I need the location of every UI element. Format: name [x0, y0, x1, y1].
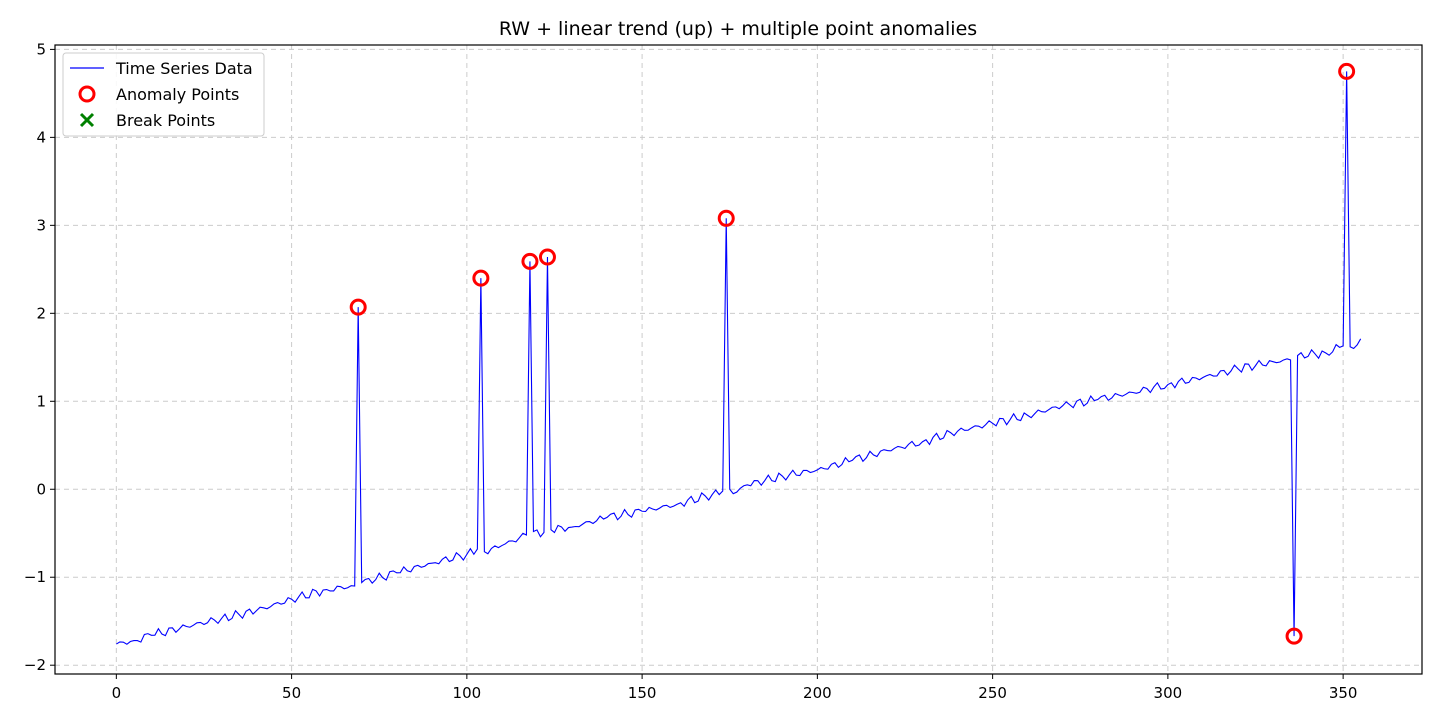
anomaly-point-marker — [1285, 627, 1303, 645]
tick-layer: 0 50 100 150 200 250 300 350 −2 −1 0 1 2 3 4 5 — [24, 40, 1358, 702]
chart-title: RW + linear trend (up) + multiple point … — [499, 18, 977, 40]
y-tick-label: −1 — [24, 568, 46, 586]
x-tick-label: 50 — [282, 684, 301, 702]
legend-label: Time Series Data — [115, 59, 253, 78]
anomaly-point-marker — [538, 248, 556, 266]
x-tick-label: 0 — [112, 684, 122, 702]
series-line-time-series-data — [116, 71, 1362, 645]
x-tick-label: 350 — [1329, 684, 1358, 702]
y-tick-label: 2 — [36, 304, 46, 322]
anomaly-point-marker — [349, 298, 367, 316]
legend-label: Anomaly Points — [116, 85, 239, 104]
series-layer — [116, 71, 1362, 645]
plot-frame — [54, 44, 1423, 675]
x-tick-label: 200 — [803, 684, 832, 702]
legend-circle-swatch — [78, 85, 96, 103]
y-tick-label: 3 — [36, 216, 46, 234]
x-tick-label: 300 — [1154, 684, 1183, 702]
legend-x-stroke — [79, 112, 95, 128]
legend: Time Series Data Anomaly Points Break Poin… — [62, 52, 265, 137]
grid — [55, 45, 1422, 674]
legend-x-swatch — [79, 112, 95, 128]
y-tick-label: 4 — [36, 128, 46, 146]
anomaly-point-marker — [717, 209, 735, 227]
y-tick-label: 1 — [36, 392, 46, 410]
anomaly-point-marker — [521, 252, 539, 270]
x-tick-label: 100 — [453, 684, 482, 702]
legend-box — [62, 52, 265, 137]
y-tick-label: 5 — [36, 40, 46, 58]
y-tick-label: −2 — [24, 656, 46, 674]
x-tick-label: 250 — [978, 684, 1007, 702]
anomaly-point-marker — [1338, 62, 1356, 80]
legend-label: Break Points — [116, 111, 215, 130]
x-tick-label: 150 — [628, 684, 657, 702]
anomaly-point-marker — [472, 269, 490, 287]
anomaly-layer — [349, 62, 1356, 645]
y-tick-label: 0 — [36, 480, 46, 498]
